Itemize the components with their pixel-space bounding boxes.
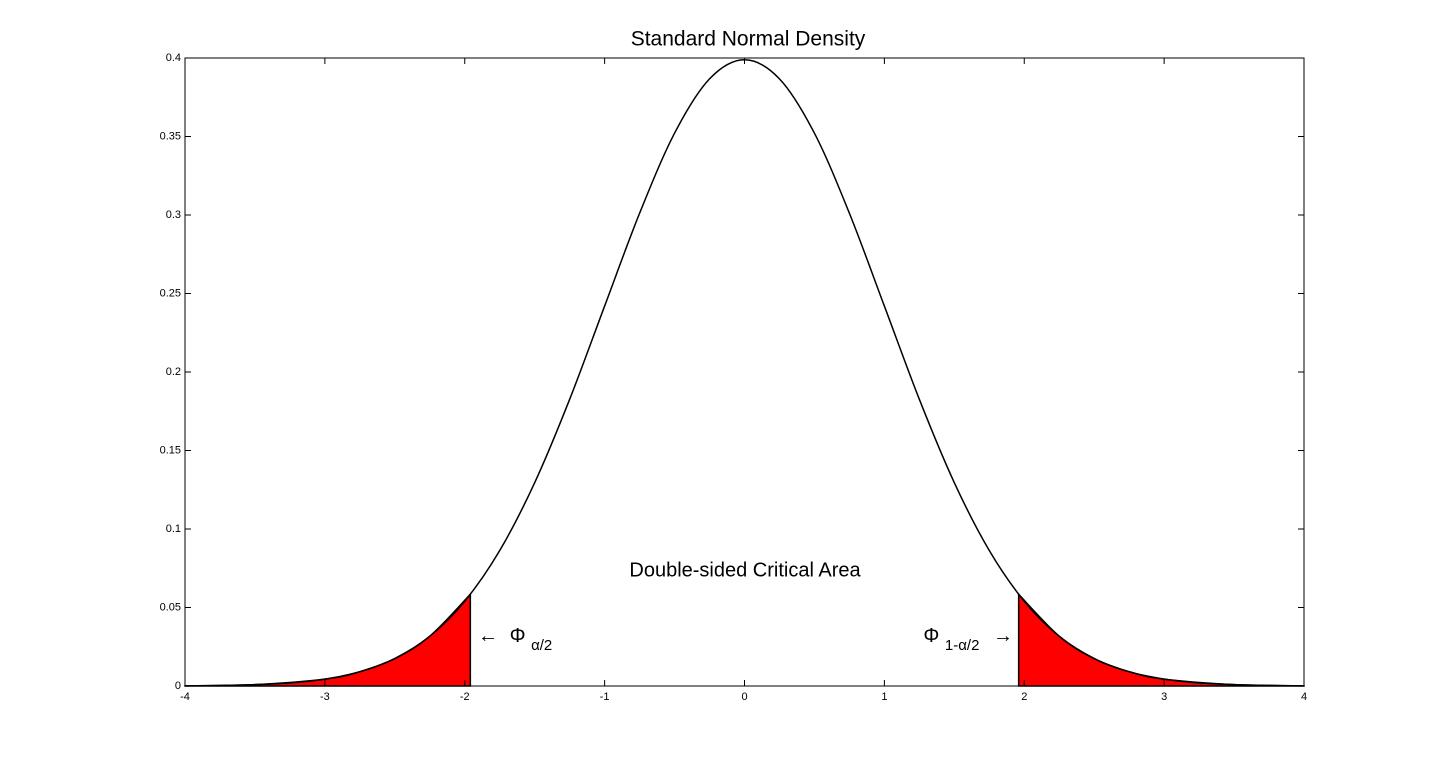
annotation-symbol: Φ [510,625,526,647]
y-tick-label: 0.3 [166,209,181,221]
y-tick-label: 0.4 [166,52,181,64]
y-tick-label: 0 [175,680,181,692]
y-tick-label: 0.25 [160,287,181,299]
y-tick-label: 0.15 [160,444,181,456]
annotation-arrow: → [993,625,1013,647]
x-tick-label: -1 [600,691,610,703]
chart-title: Standard Normal Density [631,28,866,51]
annotation: Φ 1-α/2 → [923,625,1013,656]
annotation-arrow: ← [478,625,498,647]
annotation-subscript: 1-α/2 [945,637,980,654]
annotation: ← Φ α/2 [478,625,552,654]
x-tick-label: -4 [180,691,190,703]
x-tick-label: -3 [320,691,330,703]
x-tick-label: 3 [1161,691,1167,703]
x-tick-label: 4 [1301,691,1307,703]
annotation: Double-sided Critical Area [629,559,861,581]
x-tick-label: 0 [741,691,747,703]
x-tick-label: -2 [460,691,470,703]
y-tick-label: 0.2 [166,366,181,378]
annotation-symbol: Φ [923,625,939,647]
y-tick-label: 0.35 [160,130,181,142]
annotation-subscript: α/2 [531,637,552,654]
y-tick-label: 0.05 [160,601,181,613]
y-tick-label: 0.1 [166,523,181,535]
x-tick-label: 2 [1021,691,1027,703]
x-tick-label: 1 [881,691,887,703]
